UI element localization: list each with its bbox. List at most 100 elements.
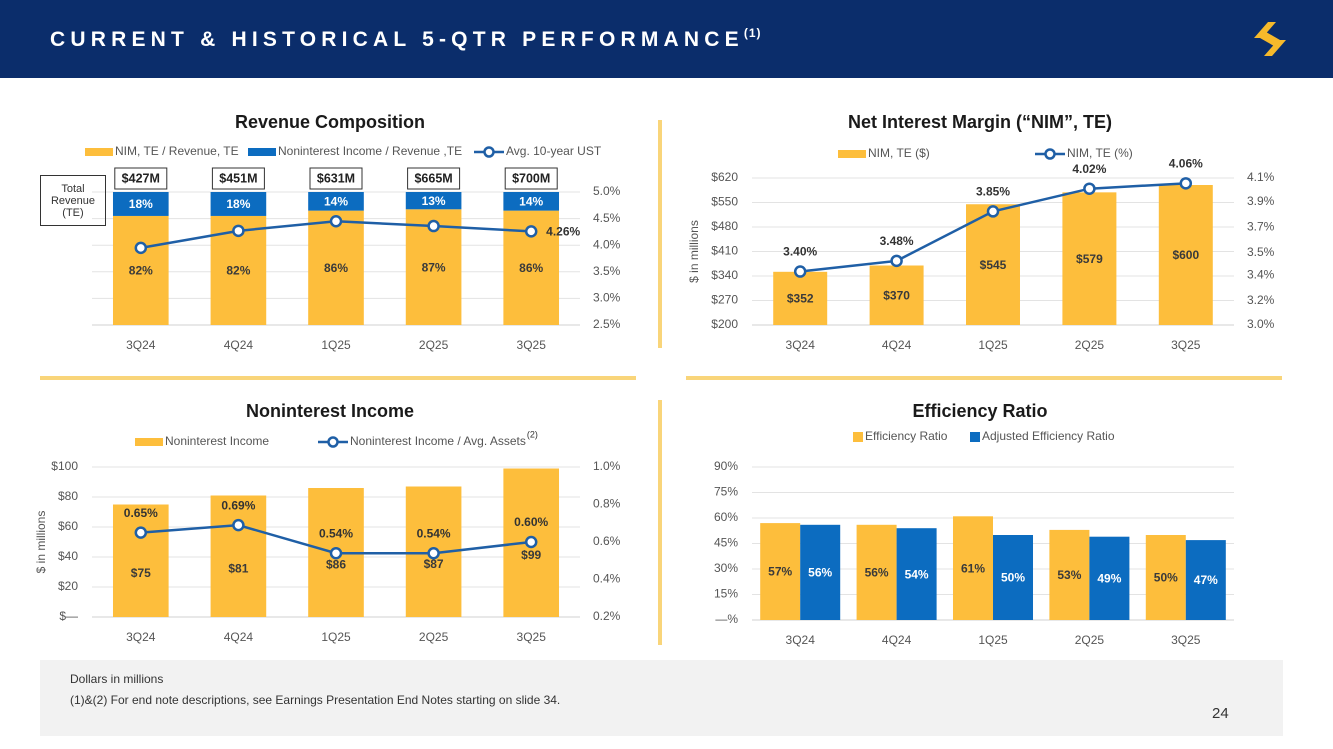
legend-label: Adjusted Efficiency Ratio: [982, 429, 1115, 443]
y2-tick-label: 3.2%: [1247, 293, 1275, 307]
y2-tick-label: 4.0%: [593, 237, 621, 251]
legend-label: Noninterest Income / Revenue ,TE: [278, 144, 462, 158]
line-point: [134, 526, 148, 539]
y2-tick-label: 0.8%: [593, 497, 621, 511]
legend-swatch: [85, 148, 113, 156]
line-point: [986, 205, 1000, 218]
chart-title: Efficiency Ratio: [912, 401, 1047, 421]
bar-segment: [308, 192, 364, 211]
data-label: $81: [228, 561, 248, 575]
bar-segment: [503, 192, 560, 211]
x-tick-label: 2Q25: [1075, 338, 1105, 352]
data-label: 4.06%: [1169, 157, 1203, 171]
y-tick-label: 90%: [714, 459, 738, 473]
x-tick-label: 2Q25: [419, 338, 449, 352]
y-tick-label: $550: [711, 195, 738, 209]
legend-swatch: [970, 432, 980, 442]
legend-label: Avg. 10-year UST: [506, 144, 602, 158]
legend-marker: [327, 436, 339, 448]
x-tick-label: 3Q24: [126, 630, 156, 644]
y-tick-label: 15%: [714, 587, 738, 601]
data-label: 86%: [324, 261, 348, 275]
legend-marker: [1044, 148, 1056, 160]
data-label: $600: [1172, 248, 1199, 262]
data-label: 18%: [129, 197, 153, 211]
logo: [1254, 22, 1286, 56]
data-label: 0.54%: [417, 526, 451, 540]
y-tick-label: $200: [711, 317, 738, 331]
data-label: 87%: [422, 260, 446, 274]
y2-tick-label: 5.0%: [593, 184, 621, 198]
chart-title: Noninterest Income: [246, 401, 414, 421]
y-tick-label: 75%: [714, 485, 738, 499]
bar: [800, 524, 841, 620]
data-label: $370: [883, 288, 910, 302]
legend-label: NIM, TE ($): [868, 146, 930, 160]
line-point: [1179, 177, 1193, 190]
footer: Dollars in millions (1)&(2) For end note…: [40, 660, 1283, 736]
y-axis-label: $ in millions: [34, 511, 48, 574]
y-tick-label: 45%: [714, 536, 738, 550]
line-point: [329, 547, 343, 560]
bar: [869, 265, 924, 325]
y-tick-label: $80: [58, 489, 78, 503]
x-tick-label: 3Q25: [517, 338, 547, 352]
legend-label: NIM, TE (%): [1067, 146, 1133, 160]
bar: [993, 535, 1034, 620]
line-point: [524, 225, 538, 238]
y-tick-label: 60%: [714, 510, 738, 524]
data-label: 3.40%: [783, 245, 817, 259]
total-box: [211, 167, 265, 190]
data-label: $579: [1076, 252, 1103, 266]
y-tick-label: $410: [711, 244, 738, 258]
bar: [1145, 535, 1186, 620]
x-tick-label: 2Q25: [1075, 633, 1105, 647]
y-tick-label: $620: [711, 170, 738, 184]
y2-tick-label: 3.9%: [1247, 194, 1275, 208]
data-label: 54%: [905, 567, 929, 581]
bar: [1158, 185, 1213, 325]
bar: [210, 495, 267, 617]
data-label: 0.60%: [514, 515, 548, 529]
bar: [1049, 529, 1090, 620]
x-tick-label: 4Q24: [882, 633, 912, 647]
data-label: $75: [131, 566, 151, 580]
line-point: [427, 219, 440, 233]
legend-marker: [483, 146, 495, 158]
line-point: [329, 215, 343, 228]
data-label: 56%: [865, 566, 889, 580]
data-label: 4.26%: [546, 225, 580, 239]
x-tick-label: 4Q24: [224, 338, 254, 352]
total-revenue-label: Total Revenue (TE): [40, 175, 106, 226]
total-label: $665M: [414, 171, 452, 185]
header: CURRENT & HISTORICAL 5-QTR PERFORMANCE(1…: [0, 0, 1333, 78]
chart-title: Revenue Composition: [235, 112, 425, 132]
line-point: [524, 535, 538, 549]
legend-label: Noninterest Income: [165, 434, 269, 448]
line-point: [793, 265, 807, 278]
y2-tick-label: 4.1%: [1247, 170, 1275, 184]
page-number: 24: [1212, 705, 1229, 722]
title-note: (1): [743, 26, 762, 40]
data-label: 82%: [226, 264, 250, 278]
data-label: 14%: [324, 194, 348, 208]
x-tick-label: 3Q25: [1171, 633, 1201, 647]
line-point: [1083, 182, 1096, 195]
bar: [1089, 536, 1130, 620]
y2-tick-label: 0.6%: [593, 534, 621, 548]
x-tick-label: 1Q25: [978, 338, 1008, 352]
bar-segment: [405, 192, 462, 210]
x-tick-label: 4Q24: [882, 338, 912, 352]
total-box: [504, 167, 558, 190]
y-tick-label: $40: [58, 549, 78, 563]
legend-swatch: [838, 150, 866, 158]
y-tick-label: $—: [59, 609, 78, 623]
bar: [773, 271, 828, 325]
bar-segment: [112, 215, 169, 325]
x-tick-label: 1Q25: [321, 338, 351, 352]
legend-swatch: [248, 148, 276, 156]
y-axis-label: $ in millions: [687, 220, 701, 283]
data-label: 18%: [226, 197, 250, 211]
